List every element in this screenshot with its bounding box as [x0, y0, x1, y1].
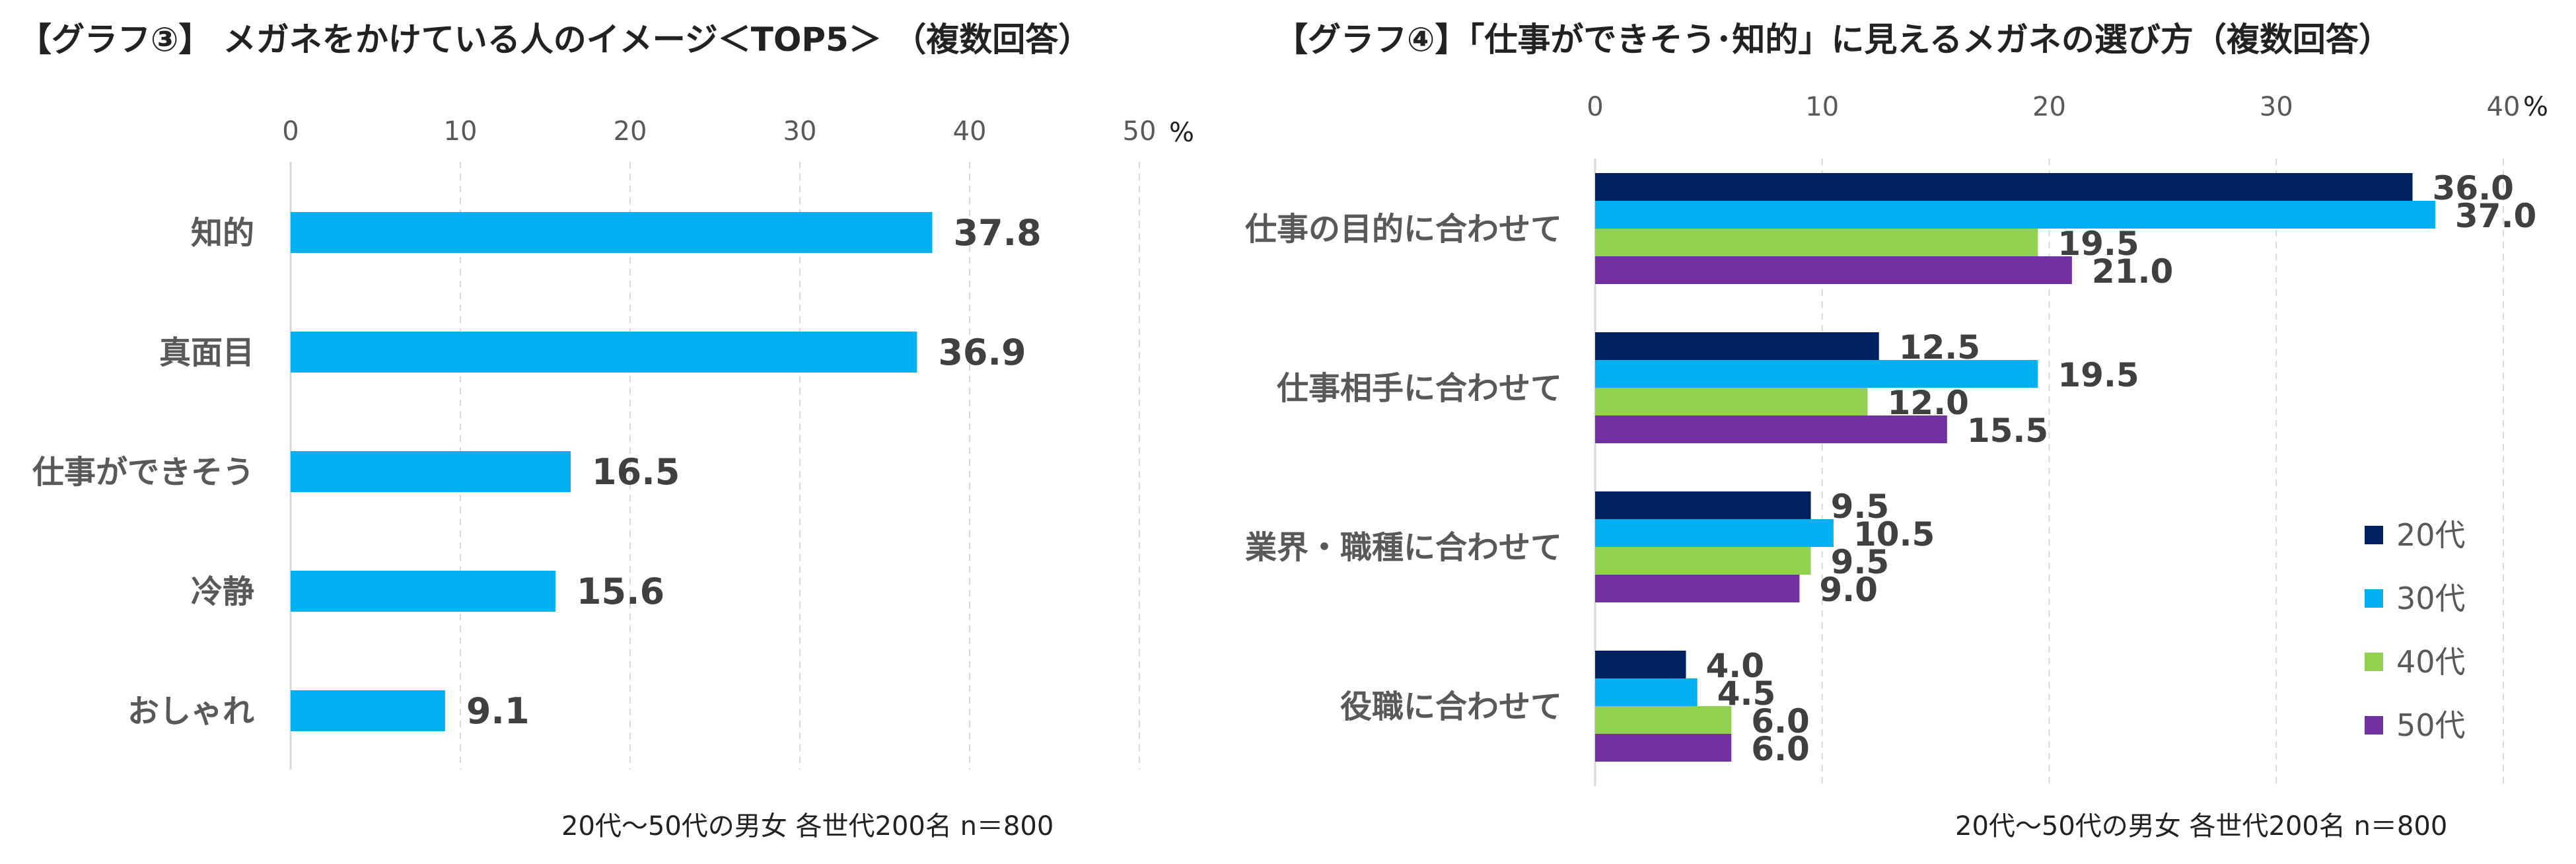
chart3-category-label: 仕事ができそう	[32, 454, 254, 491]
chart4-data-label: 6.0	[1751, 702, 1810, 740]
chart3-tick-label: 40	[953, 116, 987, 147]
chart3-tick-label: 30	[783, 116, 817, 147]
chart4-bar-40代	[1595, 547, 1811, 575]
chart3-sample-note: 20代～50代の男女 各世代200名 n＝800	[561, 811, 1054, 842]
chart3-category-label: 知的	[191, 215, 254, 252]
chart4-bar-40代	[1595, 706, 1732, 734]
chart4-legend-swatch	[2365, 589, 2383, 608]
chart4-data-label: 19.5	[2057, 356, 2139, 394]
chart3-tick-label: 10	[444, 116, 478, 147]
chart4-bar-30代	[1595, 201, 2435, 229]
chart4-bar-50代	[1595, 256, 2072, 284]
chart3-data-label: 15.6	[577, 571, 664, 612]
chart4-bar-30代	[1595, 519, 1834, 547]
chart3-tick-label: 50	[1123, 116, 1157, 147]
chart4-legend-swatch	[2365, 526, 2383, 544]
chart4-legend-label: 30代	[2396, 581, 2466, 616]
chart4-data-label: 15.5	[1967, 412, 2048, 450]
chart4-legend-swatch	[2365, 653, 2383, 671]
chart4-bar-20代	[1595, 651, 1686, 678]
chart3-data-label: 37.8	[953, 212, 1041, 254]
chart3-tick-label: 20	[614, 116, 647, 147]
chart4-bar-30代	[1595, 678, 1698, 706]
chart3-category-label: 冷静	[191, 573, 254, 610]
chart3-data-label: 16.5	[592, 451, 680, 493]
chart3-bar	[291, 332, 917, 373]
chart4-legend-label: 20代	[2396, 517, 2466, 553]
chart4-bar-20代	[1595, 491, 1811, 519]
chart4-data-label: 10.5	[1853, 515, 1935, 554]
chart4-data-label: 37.0	[2455, 197, 2536, 235]
chart4-sample-note: 20代～50代の男女 各世代200名 n＝800	[1955, 811, 2448, 842]
chart4-tick-label: 10	[1805, 92, 1839, 122]
chart4-legend-swatch	[2365, 716, 2383, 735]
chart4-unit-label: %	[2523, 92, 2548, 122]
chart3-bar	[291, 571, 555, 612]
chart3-bar	[291, 451, 571, 492]
chart3-data-label: 9.1	[466, 690, 530, 732]
chart4-bar-50代	[1595, 415, 1947, 443]
chart3-category-label: 真面目	[159, 334, 254, 371]
chart4-data-label: 4.0	[1706, 647, 1765, 685]
chart4-bar-40代	[1595, 229, 2038, 256]
chart4-bar-50代	[1595, 734, 1732, 762]
chart4-tick-label: 20	[2032, 92, 2066, 122]
chart4-data-label: 6.0	[1751, 730, 1810, 768]
chart3-category-label: おしゃれ	[127, 693, 254, 730]
chart4-data-label: 21.0	[2092, 252, 2173, 291]
chart4-bar-50代	[1595, 575, 1800, 602]
chart4-tick-label: 40	[2487, 92, 2521, 122]
chart4-bar-20代	[1595, 332, 1879, 360]
chart4-bar-30代	[1595, 360, 2038, 388]
chart3-unit-label: %	[1169, 118, 1194, 148]
chart4-tick-label: 30	[2260, 92, 2293, 122]
chart4-data-label: 36.0	[2433, 169, 2514, 207]
chart4-data-label: 9.5	[1831, 487, 1890, 526]
chart3-tick-label: 0	[282, 116, 299, 147]
chart4-bar-20代	[1595, 173, 2413, 201]
chart4-category-label: 役職に合わせて	[1340, 688, 1562, 725]
chart4-bar-40代	[1595, 388, 1868, 415]
chart4-data-label: 9.0	[1819, 571, 1878, 609]
chart4-legend-label: 50代	[2396, 707, 2466, 743]
chart4-category-label: 業界・職種に合わせて	[1245, 529, 1562, 566]
chart3-bar	[291, 212, 933, 253]
chart4-category-label: 仕事の目的に合わせて	[1245, 211, 1562, 248]
chart4-tick-label: 0	[1587, 92, 1603, 122]
chart4-title: 【グラフ④】「仕事ができそう･知的」に見えるメガネの選び方（複数回答）	[1275, 20, 2392, 59]
chart3-bar	[291, 690, 445, 731]
chart4-legend-label: 40代	[2396, 644, 2466, 680]
chart4-category-label: 仕事相手に合わせて	[1277, 370, 1562, 407]
chart3-data-label: 36.9	[938, 332, 1026, 373]
chart3-title: 【グラフ③】 メガネをかけている人のイメージ＜TOP5＞ （複数回答）	[18, 20, 1092, 59]
chart4-data-label: 9.5	[1831, 543, 1890, 581]
